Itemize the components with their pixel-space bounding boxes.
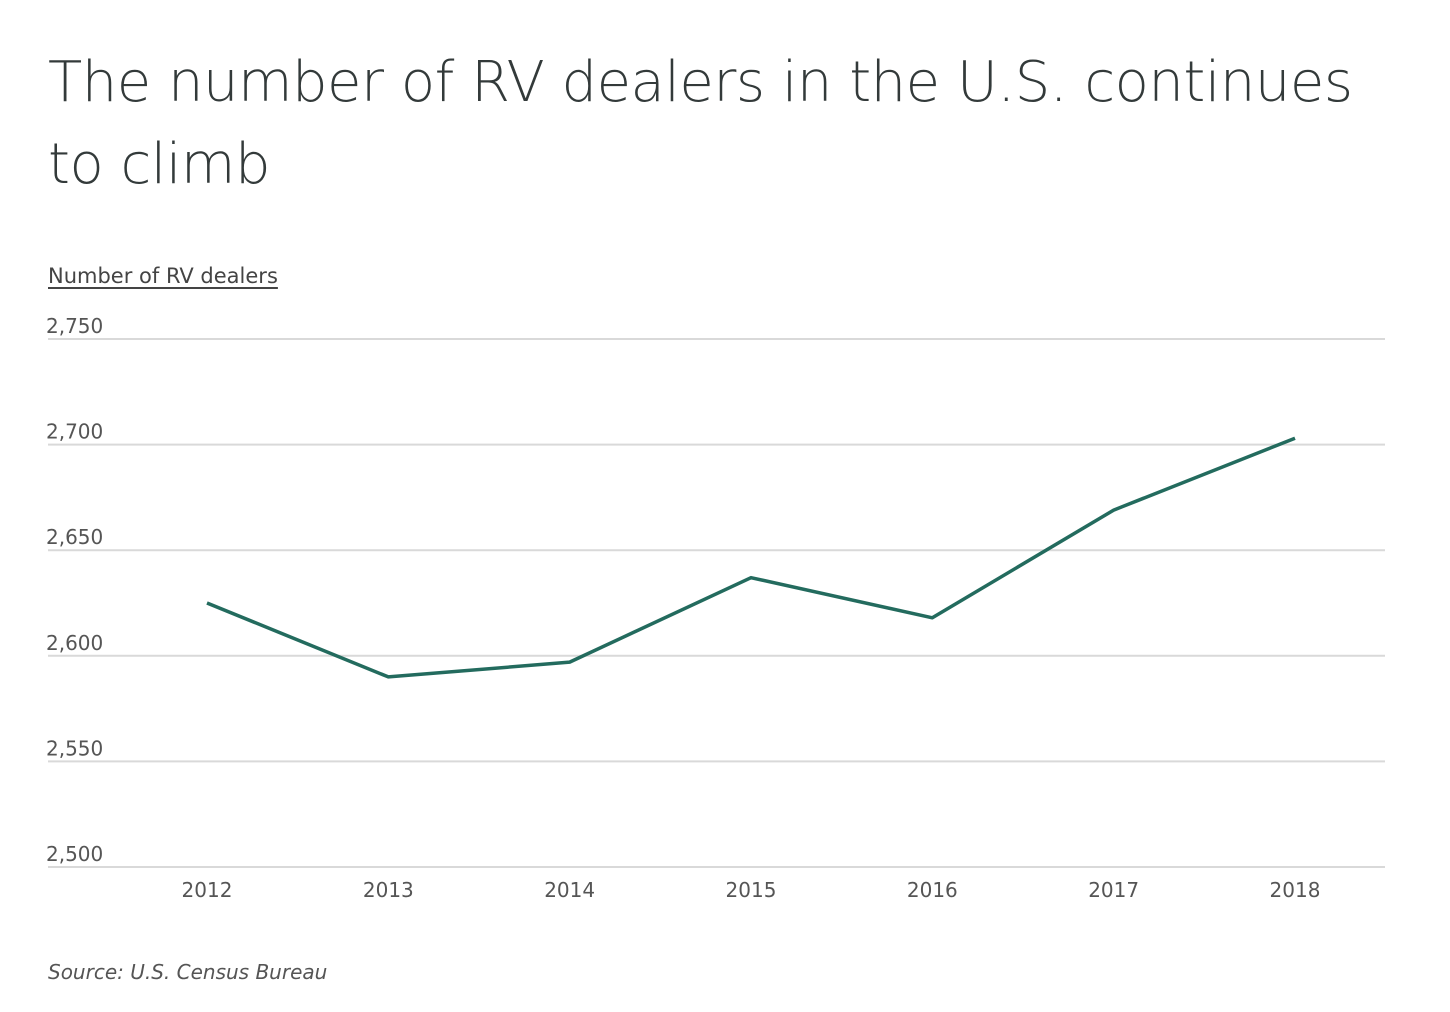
y-tick-label: 2,500 (46, 842, 103, 866)
x-tick-label: 2016 (907, 878, 958, 902)
chart-title: The number of RV dealers in the U.S. con… (48, 50, 1353, 197)
y-tick-label: 2,700 (46, 420, 103, 444)
series-line (206, 436, 1296, 679)
y-tick-label: 2,750 (46, 314, 103, 338)
x-tick-label: 2018 (1270, 878, 1321, 902)
y-axis-label: Number of RV dealers (48, 264, 278, 288)
y-tick-label: 2,600 (46, 631, 103, 655)
y-tick-label: 2,550 (46, 736, 103, 760)
x-tick-label: 2012 (182, 878, 233, 902)
x-tick-label: 2014 (544, 878, 595, 902)
x-tick-label: 2015 (726, 878, 777, 902)
x-tick-label: 2017 (1088, 878, 1139, 902)
source-note: Source: U.S. Census Bureau (48, 960, 328, 984)
x-tick-label: 2013 (363, 878, 414, 902)
y-tick-label: 2,650 (46, 525, 103, 549)
